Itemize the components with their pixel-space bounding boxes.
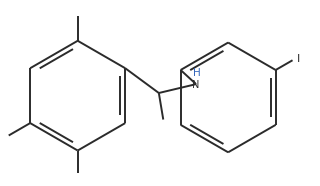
Text: H: H <box>194 68 201 78</box>
Text: I: I <box>297 54 300 64</box>
Text: N: N <box>192 80 200 90</box>
